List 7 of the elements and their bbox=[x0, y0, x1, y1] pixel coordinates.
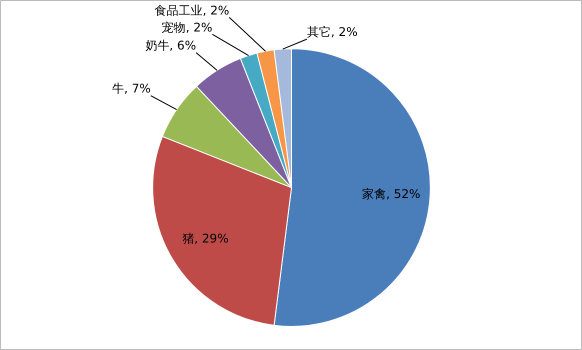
slice-label: 猪, 29% bbox=[182, 231, 229, 246]
slice-label: 奶牛, 6% bbox=[145, 38, 196, 53]
slice-label: 宠物, 2% bbox=[162, 20, 212, 34]
slice-label: 食品工业, 2% bbox=[154, 3, 230, 18]
slice-label: 牛, 7% bbox=[112, 82, 151, 96]
slice-label: 其它, 2% bbox=[306, 25, 358, 40]
slice-label: 家禽, 52% bbox=[362, 186, 420, 201]
